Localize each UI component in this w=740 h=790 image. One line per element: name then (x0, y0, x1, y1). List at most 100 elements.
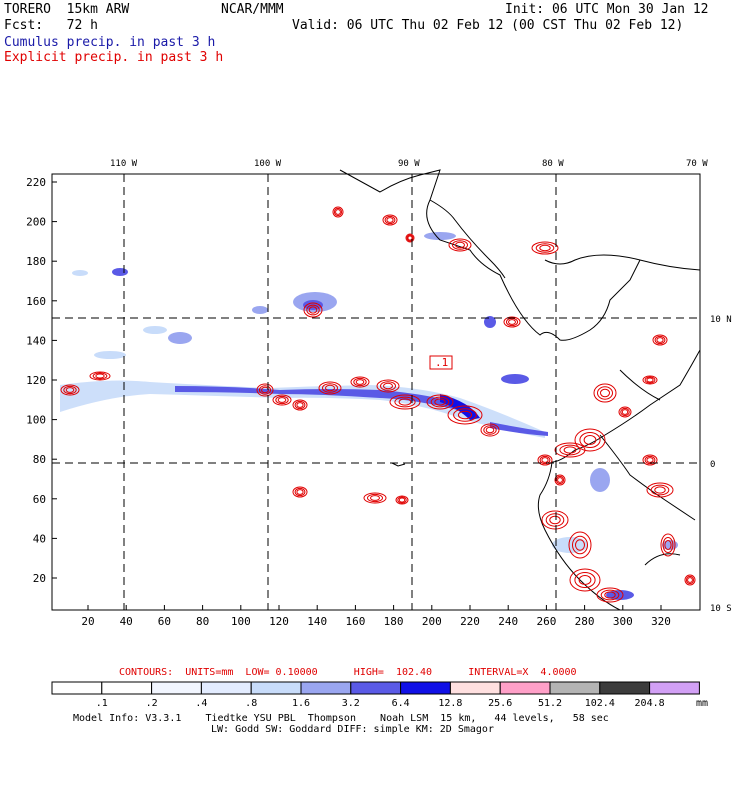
precip-contour (333, 207, 343, 217)
model-title: TORERO 15km ARW (4, 2, 130, 17)
precip-contour (292, 399, 308, 411)
precip-contour (294, 400, 306, 410)
precip-contour (325, 384, 335, 392)
precip-contour (355, 379, 365, 385)
precip-contour (258, 385, 272, 395)
precip-contour (406, 234, 414, 242)
precip-contour (398, 398, 412, 406)
precip-contour (292, 486, 308, 498)
precip-contour (261, 386, 269, 394)
precip-contour (685, 575, 695, 585)
precip-contour (277, 397, 287, 403)
colorbar-cell (499, 681, 551, 695)
x-tick-label: 100 (231, 615, 251, 628)
precip-contour (485, 426, 495, 434)
precip-contour (296, 489, 304, 495)
precip-contour (604, 591, 616, 599)
precip-contour (426, 394, 454, 410)
precip-contour (63, 385, 77, 395)
precip-contour (642, 454, 658, 466)
colorbar-cell (350, 681, 402, 695)
colorbar-label: .8 (245, 698, 257, 709)
y-tick-label: 60 (33, 493, 46, 506)
precip-contour (407, 235, 413, 241)
precip-contour (394, 396, 416, 408)
model-info-line2: LW: Godd SW: Goddard DIFF: simple KM: 2D… (211, 724, 494, 735)
precip-contour (503, 316, 521, 328)
precip-contour (434, 398, 446, 406)
model-info-line1: Model Info: V3.3.1 Tiedtke YSU PBL Thomp… (73, 713, 609, 724)
precip-contour (652, 334, 668, 346)
precip-contour (541, 510, 569, 530)
precip-contour (296, 402, 304, 408)
precip-contour (579, 432, 601, 448)
colorbar-label: 6.4 (392, 698, 410, 709)
x-tick-label: 260 (536, 615, 556, 628)
precip-contour (384, 215, 396, 225)
precip-contour (370, 495, 380, 501)
precip-contour (578, 575, 592, 585)
precip-contour (256, 383, 274, 397)
y-tick-label: 180 (26, 255, 46, 268)
colorbar-cell (151, 681, 202, 695)
y-tick-label: 80 (33, 453, 46, 466)
precip-contour (272, 394, 292, 406)
precip-contour (383, 382, 393, 390)
precip-contour (60, 384, 80, 396)
precip-contour (583, 435, 597, 445)
precip-contour (600, 589, 620, 601)
precip-contour (447, 405, 483, 425)
precip-contour (664, 540, 672, 550)
colorbar-cell (649, 681, 700, 695)
x-tick-label: 280 (575, 615, 595, 628)
field-label-cumulus: Cumulus precip. in past 3 h (4, 35, 216, 50)
precip-contour (382, 214, 398, 226)
precip-contour (644, 455, 656, 465)
precip-contour (332, 206, 344, 218)
precip-contour (620, 407, 630, 417)
y-tick-label: 200 (26, 216, 46, 229)
precip-contour (363, 492, 387, 504)
colorbar-cell (51, 681, 103, 695)
precip-contour (646, 457, 654, 463)
x-tick-label: 220 (460, 615, 480, 628)
precip-contour (575, 539, 585, 551)
precip-contour (654, 486, 666, 494)
lon-label: 110 W (110, 159, 138, 169)
precip-contour (397, 496, 407, 504)
precip-contour (537, 454, 553, 466)
precip-contour (398, 497, 406, 503)
precip-contour (656, 337, 664, 343)
precip-contour (549, 515, 561, 525)
precip-contour (395, 495, 409, 505)
init-time: Init: 06 UTC Mon 30 Jan 12 (505, 2, 709, 17)
colorbar-cell (400, 681, 451, 695)
precip-contour (89, 371, 111, 381)
precip-contour (95, 373, 105, 379)
coastlines (339, 169, 701, 611)
precip-contour (650, 484, 670, 496)
lon-label: 70 W (686, 159, 708, 169)
precip-contour (662, 537, 674, 553)
precip-contour (569, 568, 601, 592)
precip-contour (455, 241, 465, 249)
colorbar-label: 204.8 (635, 698, 665, 709)
precip-contour (660, 533, 676, 557)
precip-contour (539, 244, 551, 252)
precip-contour (480, 423, 500, 437)
colorbar-label: .4 (195, 698, 207, 709)
x-tick-label: 300 (613, 615, 633, 628)
precip-contour (452, 240, 468, 250)
precip-contour (684, 574, 696, 586)
cumulus-precip-shading (60, 232, 678, 600)
precip-contour (539, 455, 551, 465)
lat-lon-grid (52, 174, 700, 610)
precip-contour (508, 319, 516, 325)
precip-contour (367, 493, 383, 503)
lat-label: 10 N (710, 315, 732, 325)
precip-contour (600, 388, 610, 398)
y-tick-label: 120 (26, 374, 46, 387)
precip-contour (563, 446, 577, 454)
y-tick-label: 160 (26, 295, 46, 308)
colorbar-label: 1.6 (292, 698, 310, 709)
